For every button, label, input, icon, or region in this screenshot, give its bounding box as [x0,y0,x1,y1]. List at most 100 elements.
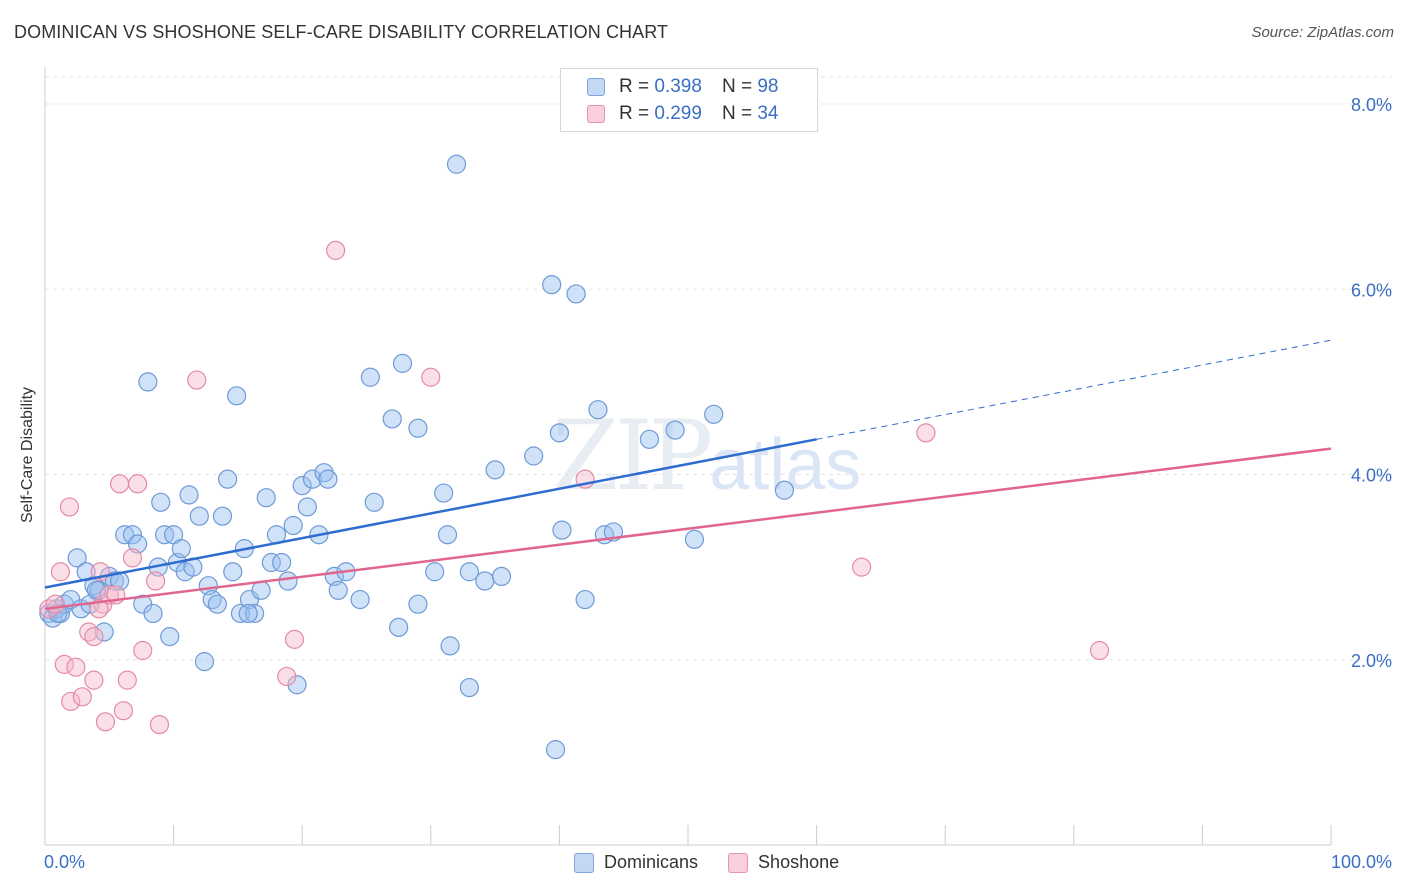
dominican-point [639,429,660,449]
shoshone-point [122,548,143,568]
shoshone-point [1089,640,1110,661]
dominican-point [575,589,595,610]
legend-swatch-shoshone [587,105,605,123]
dominican-point [485,460,505,480]
dominican-point [774,480,795,500]
dominican-point [382,409,402,429]
dominican-point [545,740,566,760]
dominican-point [588,400,608,420]
legend-r-value: 0.299 [654,103,702,124]
dominican-point [364,492,384,512]
dominican-point [524,446,544,466]
dominican-trendline [44,438,817,589]
shoshone-point [50,562,71,582]
dominican-point [212,506,233,526]
dominican-point [115,525,135,545]
dominican-point [297,497,317,517]
y-tick-label: 6.0% [1351,280,1392,300]
dominican-point [151,492,171,512]
shoshone-point [187,370,207,390]
dominican-point [350,589,370,610]
dominican-point [684,529,705,549]
correlation-legend: R = 0.398 N = 98 R = 0.299 N = 34 [560,68,818,132]
legend-row-dominicans: R = 0.398 N = 98 [587,75,778,99]
legend-row-shoshone: R = 0.299 N = 34 [587,102,778,126]
shoshone-point [84,627,104,647]
shoshone-point [45,594,65,614]
dominican-point [459,562,479,582]
y-tick-label: 4.0% [1351,466,1392,486]
y-tick-label: 2.0% [1351,651,1392,671]
dominican-point [122,525,143,545]
dominican-point [328,580,348,600]
dominican-trendline-extension [816,339,1332,440]
watermark-zip: ZIP [552,400,713,512]
dominican-point [552,520,572,540]
watermark-atlas: atlas [709,425,862,505]
watermark: ZIPatlas [552,400,861,512]
dominican-point [566,284,586,304]
shoshone-point [61,691,81,712]
shoshone-point [59,497,80,517]
shoshone-point [72,687,92,707]
shoshone-point [54,654,74,674]
dominican-point [392,353,413,373]
legend-n-value: 98 [757,76,779,97]
legend-n-label: N = [721,76,753,97]
shoshone-point [284,629,305,649]
legend-label-shoshone: Shoshone [758,852,840,872]
legend-label-dominicans: Dominicans [604,852,699,872]
shoshone-point [66,657,86,677]
dominican-point [67,548,87,568]
shoshone-point [95,712,116,732]
shoshone-point [127,474,148,494]
legend-n-label: N = [721,103,753,124]
y-axis-label: Self-Care Disability [19,386,36,524]
dominican-point [189,506,209,526]
dominican-point [665,420,685,440]
dominican-point [138,372,158,392]
dominican-point [160,627,180,647]
dominican-point [194,652,215,672]
dominican-point [238,603,258,624]
legend-swatch-shoshone [728,852,749,873]
dominican-point [437,525,458,545]
dominican-point [408,418,428,438]
series-legend: Dominicans Shoshone [574,852,869,873]
dominican-point [446,154,467,174]
legend-n-value: 34 [757,103,779,124]
shoshone-point [109,474,130,494]
x-tick-label-max: 100.0% [1330,852,1392,872]
dominican-point [283,515,303,536]
dominican-point [302,469,323,489]
dominican-point [704,404,724,424]
dominican-point [318,469,338,489]
dominican-point [549,423,570,443]
dominican-point [475,571,495,591]
shoshone-point [113,701,134,721]
dominican-point [171,539,191,559]
legend-item-shoshone: Shoshone [728,852,839,873]
shoshone-point [852,557,872,577]
dominican-point [278,571,298,591]
dominican-point [245,603,265,624]
legend-r-label: R = [619,76,650,97]
dominican-point [491,566,512,587]
dominican-point [218,469,238,489]
dominican-point [179,485,199,505]
dominican-point [251,580,271,600]
legend-item-dominicans: Dominicans [574,852,698,873]
dominican-point [256,488,276,508]
shoshone-point [84,670,104,690]
shoshone-point [149,714,170,735]
chart-title: DOMINICAN VS SHOSHONE SELF-CARE DISABILI… [14,22,669,42]
dominican-point [360,367,380,387]
shoshone-point [133,640,153,661]
x-tick-label-min: 0.0% [44,852,86,872]
legend-r-label: R = [619,103,650,124]
dominican-point [143,603,163,624]
shoshone-point [117,670,137,690]
shoshone-point [277,666,297,687]
dominican-point [227,386,247,406]
